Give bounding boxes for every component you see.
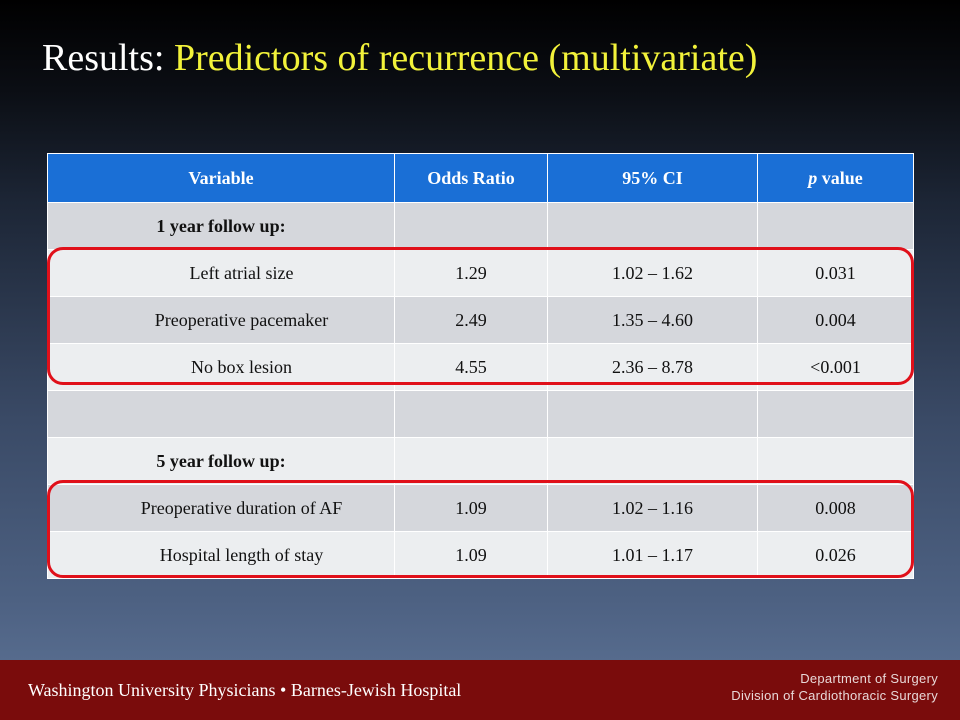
header-ci: 95% CI <box>547 153 758 203</box>
table-cell <box>547 202 758 250</box>
row-odds-ratio: 2.49 <box>394 296 548 344</box>
footer-department: Department of Surgery Division of Cardio… <box>731 670 938 704</box>
footer-institution: Washington University Physicians • Barne… <box>28 680 462 700</box>
table-cell <box>757 390 914 438</box>
footer-division-line: Division of Cardiothoracic Surgery <box>731 688 938 703</box>
table-cell <box>394 437 548 485</box>
footer-department-line: Department of Surgery <box>800 671 938 686</box>
table-row: Left atrial size 1.29 1.02 – 1.62 0.031 <box>47 249 914 297</box>
table-cell <box>757 202 914 250</box>
table-row: Preoperative duration of AF 1.09 1.02 – … <box>47 484 914 532</box>
row-ci: 1.01 – 1.17 <box>547 531 758 579</box>
title-prefix: Results: <box>42 37 174 79</box>
table-row: Preoperative pacemaker 2.49 1.35 – 4.60 … <box>47 296 914 344</box>
row-variable: Left atrial size <box>47 249 395 297</box>
row-odds-ratio: 1.09 <box>394 531 548 579</box>
row-odds-ratio: 1.29 <box>394 249 548 297</box>
header-p-italic: p <box>808 167 818 188</box>
table-cell <box>394 390 548 438</box>
table-cell <box>547 437 758 485</box>
slide-title: Results: Predictors of recurrence (multi… <box>42 36 757 80</box>
row-variable: Hospital length of stay <box>47 531 395 579</box>
row-ci: 1.02 – 1.16 <box>547 484 758 532</box>
row-ci: 2.36 – 8.78 <box>547 343 758 391</box>
row-section-1yr: 1 year follow up: <box>47 202 395 250</box>
footer-bar: Washington University Physicians • Barne… <box>0 660 960 720</box>
table-row: 1 year follow up: <box>47 202 914 250</box>
row-variable: Preoperative duration of AF <box>47 484 395 532</box>
header-p-value: p value <box>757 153 914 203</box>
title-highlight: Predictors of recurrence (multivariate) <box>173 37 758 79</box>
table-cell <box>757 437 914 485</box>
row-section-5yr: 5 year follow up: <box>47 437 395 485</box>
row-odds-ratio: 1.09 <box>394 484 548 532</box>
table-header-row: Variable Odds Ratio 95% CI p value <box>47 153 914 203</box>
table-row: 5 year follow up: <box>47 437 914 485</box>
results-table: Variable Odds Ratio 95% CI p value 1 yea… <box>47 153 914 579</box>
row-p-value: 0.031 <box>757 249 914 297</box>
header-odds-ratio: Odds Ratio <box>394 153 548 203</box>
table-row-empty <box>47 390 914 438</box>
table-cell <box>47 390 395 438</box>
row-variable: No box lesion <box>47 343 395 391</box>
table-cell <box>547 390 758 438</box>
row-variable: Preoperative pacemaker <box>47 296 395 344</box>
row-p-value: <0.001 <box>757 343 914 391</box>
row-p-value: 0.008 <box>757 484 914 532</box>
row-ci: 1.35 – 4.60 <box>547 296 758 344</box>
row-p-value: 0.004 <box>757 296 914 344</box>
header-p-label: value <box>821 167 863 188</box>
table-row: No box lesion 4.55 2.36 – 8.78 <0.001 <box>47 343 914 391</box>
row-p-value: 0.026 <box>757 531 914 579</box>
row-ci: 1.02 – 1.62 <box>547 249 758 297</box>
row-odds-ratio: 4.55 <box>394 343 548 391</box>
table-cell <box>394 202 548 250</box>
table-row: Hospital length of stay 1.09 1.01 – 1.17… <box>47 531 914 579</box>
header-variable: Variable <box>47 153 395 203</box>
